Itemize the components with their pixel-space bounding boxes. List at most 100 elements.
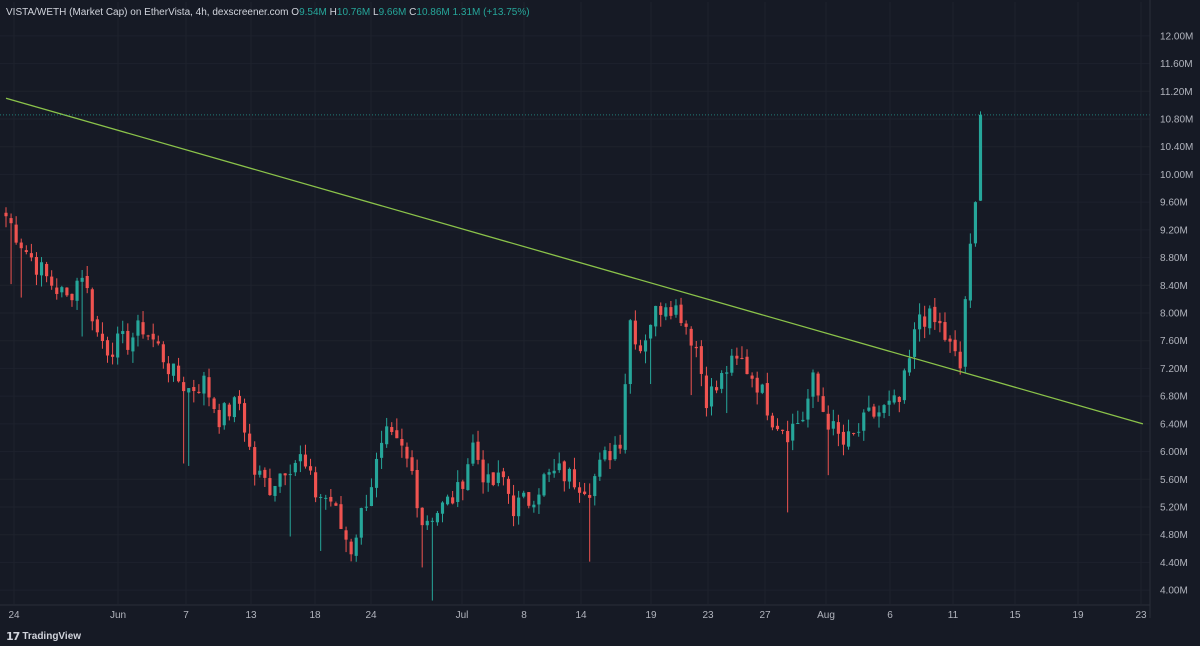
- candle-body: [222, 403, 226, 426]
- y-tick-label: 8.00M: [1160, 309, 1188, 320]
- candle-body: [34, 257, 39, 275]
- candle-body: [4, 212, 8, 217]
- candle-body: [852, 432, 856, 434]
- open-label: O: [291, 7, 300, 18]
- candle: [643, 334, 648, 364]
- candle: [740, 346, 744, 360]
- y-tick-label: 4.80M: [1160, 530, 1188, 541]
- candle-body: [19, 242, 23, 249]
- candle-body: [45, 263, 49, 277]
- candle-body: [349, 541, 353, 555]
- candle: [70, 293, 74, 307]
- candle-body: [95, 319, 99, 333]
- candle: [374, 452, 379, 498]
- candle: [395, 418, 399, 439]
- candle-body: [156, 341, 160, 344]
- candle-body: [628, 320, 632, 385]
- candle: [796, 410, 800, 425]
- candle-body: [258, 470, 262, 475]
- candle: [156, 335, 160, 346]
- close-value: 10.86M: [416, 7, 450, 18]
- candle-body: [649, 324, 653, 339]
- candle: [907, 349, 912, 376]
- candle-body: [55, 287, 59, 294]
- candle-body: [775, 425, 780, 430]
- candle-body: [588, 494, 592, 498]
- candle-body: [527, 492, 531, 506]
- candle-body: [242, 403, 247, 433]
- candle: [852, 432, 856, 436]
- x-tick-label: 14: [575, 610, 587, 621]
- candle: [572, 457, 577, 490]
- candle: [557, 452, 561, 473]
- candle-body: [583, 491, 587, 495]
- candle-body: [430, 520, 434, 522]
- y-tick-label: 4.40M: [1160, 558, 1188, 569]
- candle: [319, 493, 323, 551]
- candle: [608, 443, 612, 470]
- candle: [207, 368, 211, 407]
- candle-body: [80, 277, 84, 282]
- x-tick-label: 11: [948, 610, 959, 621]
- candle-body: [912, 329, 917, 357]
- candle: [943, 312, 947, 342]
- candle-body: [9, 218, 13, 224]
- candle: [212, 396, 216, 414]
- candle-body: [872, 406, 876, 417]
- candle-body: [963, 299, 967, 367]
- candle: [217, 403, 221, 434]
- candle-body: [948, 338, 952, 342]
- candle: [298, 445, 302, 473]
- candle: [552, 458, 556, 478]
- candle-body: [268, 478, 272, 496]
- y-tick-label: 5.20M: [1160, 503, 1188, 514]
- candle: [836, 414, 840, 447]
- candle: [415, 459, 419, 518]
- candle: [354, 534, 358, 562]
- candle: [227, 402, 231, 421]
- candle-body: [273, 485, 277, 496]
- candle: [664, 303, 668, 321]
- candle: [593, 473, 597, 506]
- candle: [618, 434, 622, 454]
- candle: [39, 257, 44, 287]
- candle-body: [298, 454, 302, 462]
- candle-body: [121, 331, 125, 334]
- candles-layer: [4, 111, 983, 601]
- candle-body: [613, 444, 617, 460]
- candle-body: [24, 250, 28, 253]
- candle-body: [709, 386, 714, 407]
- candle-body: [907, 358, 912, 373]
- candle-body: [547, 472, 551, 475]
- candle: [770, 412, 774, 431]
- candle: [430, 517, 434, 601]
- candle-body: [491, 472, 495, 485]
- candle: [369, 478, 374, 507]
- candle: [182, 376, 186, 464]
- candle-body: [735, 355, 739, 359]
- candle-body: [618, 444, 622, 449]
- candle-body: [689, 328, 693, 346]
- candle: [314, 466, 318, 503]
- candle: [877, 405, 881, 428]
- candle-body: [481, 459, 485, 483]
- candle: [583, 482, 587, 496]
- last-price-layer: 10.86M: [0, 106, 1197, 123]
- candle-body: [826, 413, 830, 430]
- candle: [750, 372, 754, 388]
- candle-body: [725, 372, 729, 374]
- candle-body: [136, 320, 140, 336]
- candle: [405, 442, 409, 468]
- time-axis: 24 Jun 7 13 18 24 Jul 8 14 19 23 27 Aug 6 11 15 19 23: [0, 604, 1150, 621]
- candle: [34, 252, 39, 286]
- candle: [141, 311, 145, 339]
- candle: [725, 365, 729, 414]
- candle: [491, 472, 495, 487]
- candle: [202, 371, 206, 406]
- candle: [882, 404, 886, 419]
- tradingview-logo[interactable]: 17 TradingView: [6, 630, 81, 643]
- candle-body: [857, 431, 861, 433]
- candle-body: [902, 370, 906, 401]
